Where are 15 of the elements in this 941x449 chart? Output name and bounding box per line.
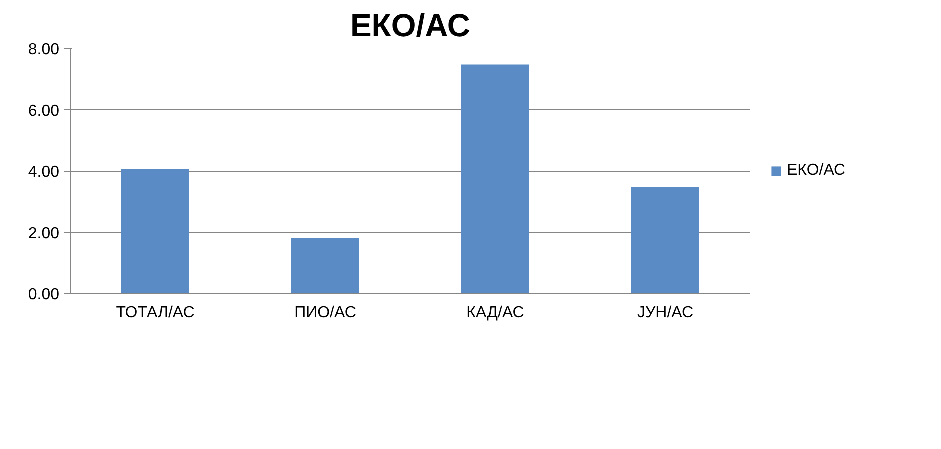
y-tick-label: 4.00: [28, 164, 60, 181]
x-tick-label: КАД/АС: [466, 304, 524, 322]
bar: [462, 64, 530, 294]
x-tick-label: ТОТАЛ/АС: [116, 304, 195, 322]
x-tick-label: ЈУН/АС: [637, 304, 694, 322]
y-tick-label: 6.00: [28, 102, 60, 120]
legend-label: ЕКО/АС: [787, 162, 846, 180]
y-tick-label: 8.00: [28, 42, 60, 58]
chart-title: ЕКО/АС: [350, 8, 471, 44]
x-tick-label: ПИО/АС: [294, 304, 356, 322]
bar: [632, 187, 700, 294]
bar: [122, 169, 190, 294]
y-tick-label: 2.00: [28, 225, 60, 242]
y-tick-label: 0.00: [28, 286, 60, 304]
bar: [292, 238, 360, 294]
